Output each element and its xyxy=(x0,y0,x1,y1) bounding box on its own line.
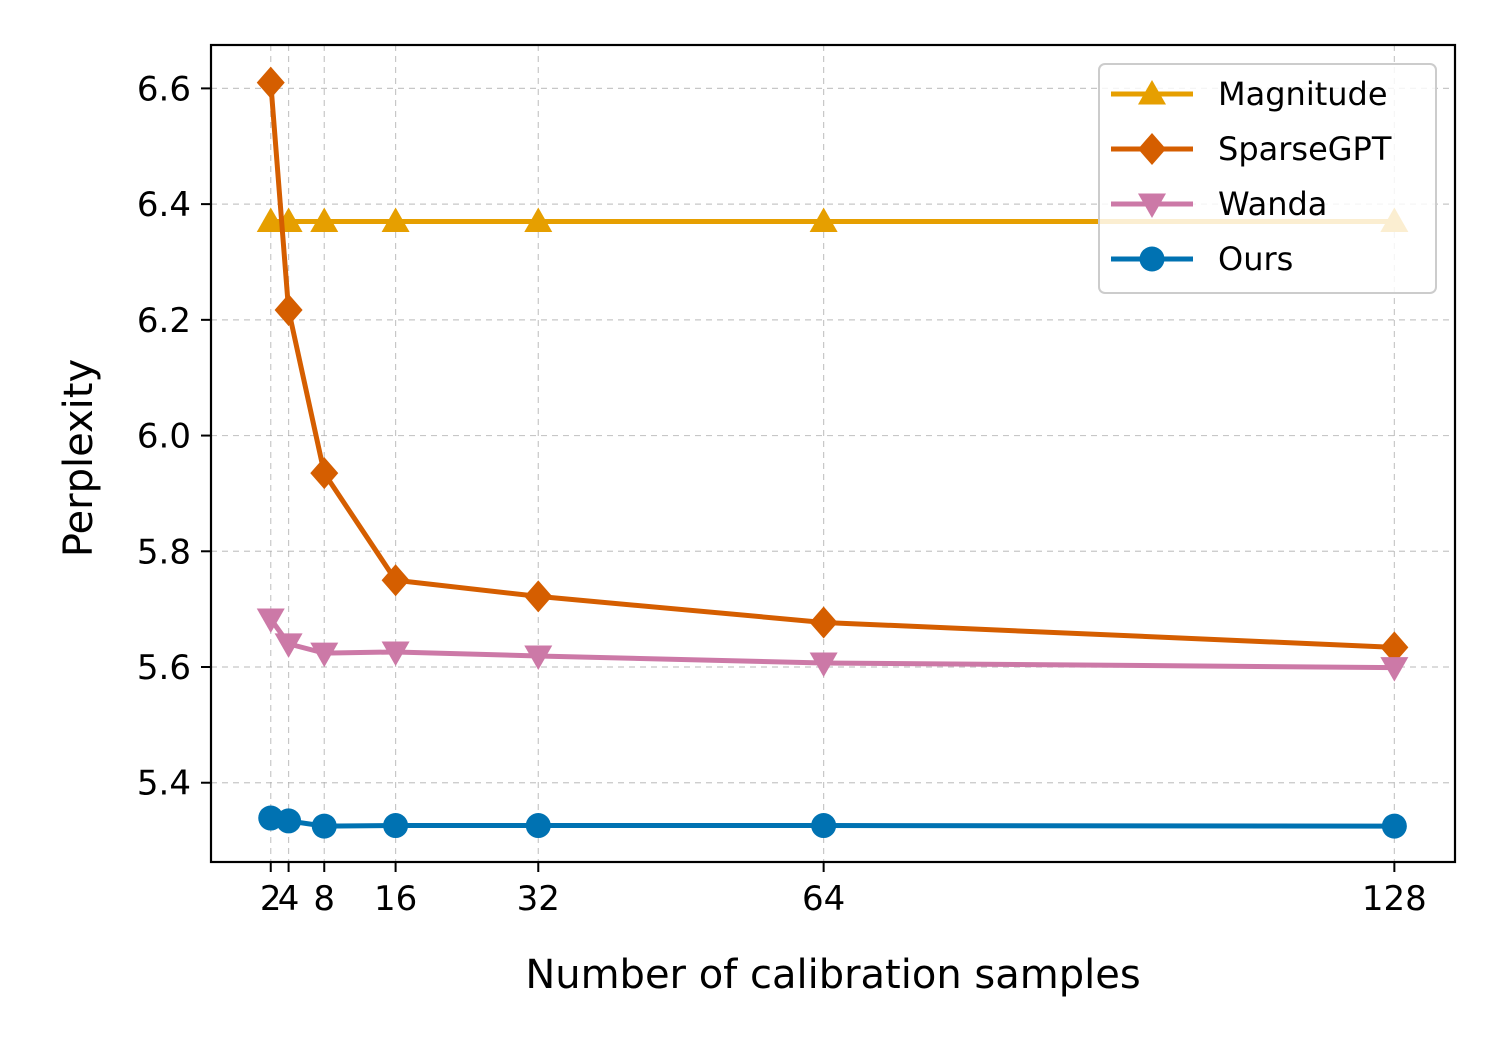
legend: Magnitude SparseGPT Wanda Ours xyxy=(1098,63,1437,294)
ours-point xyxy=(525,813,551,839)
sparsegpt-point xyxy=(809,606,838,639)
x-axis-label: Number of calibration samples xyxy=(525,952,1140,998)
wanda-point xyxy=(310,642,339,668)
x-tick-label: 32 xyxy=(517,879,560,919)
series-layer xyxy=(256,66,1409,839)
magnitude-point xyxy=(310,207,339,232)
plot-frame xyxy=(209,43,1457,864)
legend-label: SparseGPT xyxy=(1218,130,1392,168)
magnitude-point xyxy=(809,207,838,232)
y-tick-label: 5.8 xyxy=(137,532,191,572)
sparsegpt-point xyxy=(274,294,303,327)
legend-item-ours: Ours xyxy=(1111,240,1293,278)
wanda-point xyxy=(274,633,303,658)
x-tick-label: 2 xyxy=(260,879,282,919)
legend-label: Magnitude xyxy=(1218,75,1388,113)
legend-item-wanda: Wanda xyxy=(1111,185,1327,223)
ours-point xyxy=(811,813,837,839)
wanda-point xyxy=(381,641,410,666)
sparsegpt-point xyxy=(310,457,339,490)
legend-box xyxy=(1098,63,1437,294)
magnitude-point xyxy=(524,207,553,232)
ours-point xyxy=(276,808,302,834)
series-sparsegpt xyxy=(256,66,1409,664)
y-tick-label: 6.6 xyxy=(137,69,191,109)
y-axis-label: Perplexity xyxy=(56,359,102,557)
y-tick-label: 6.4 xyxy=(137,185,191,225)
sparsegpt-point xyxy=(1380,631,1409,664)
legend-swatch-marker xyxy=(1139,246,1165,272)
sparsegpt-point xyxy=(381,564,410,597)
ours-point xyxy=(383,813,409,839)
legend-label: Ours xyxy=(1218,240,1293,278)
x-tick-label: 4 xyxy=(278,879,300,919)
y-tick-label: 6.0 xyxy=(137,417,191,457)
legend-item-sparsegpt: SparseGPT xyxy=(1111,130,1392,168)
y-tick-label: 6.2 xyxy=(137,301,191,341)
legend-label: Wanda xyxy=(1218,185,1327,223)
series-ours xyxy=(258,805,1407,839)
x-tick-label: 8 xyxy=(313,879,335,919)
series-wanda xyxy=(256,608,1409,682)
magnitude-point xyxy=(381,207,410,232)
wanda-point xyxy=(524,645,553,671)
wanda-point xyxy=(256,608,285,633)
sparsegpt-point xyxy=(524,580,553,613)
ours-point xyxy=(311,813,337,839)
ours-point xyxy=(1381,813,1407,839)
legend-swatch-marker xyxy=(1138,193,1166,218)
legend-swatch-marker xyxy=(1138,80,1166,105)
y-tick-label: 5.4 xyxy=(137,764,191,804)
magnitude-point xyxy=(256,207,285,232)
ticks: 24 8 16 32 64 128 5.4 5.6 5.8 6.0 6.2 6.4 6.6 xyxy=(137,69,1427,919)
legend-item-magnitude: Magnitude xyxy=(1111,75,1388,113)
y-tick-label: 5.6 xyxy=(137,648,191,688)
legend-swatch-marker xyxy=(1138,133,1166,165)
x-tick-label: 128 xyxy=(1362,879,1427,919)
wanda-point xyxy=(1380,657,1409,682)
wanda-point xyxy=(809,652,838,677)
sparsegpt-point xyxy=(256,66,285,99)
x-tick-label: 64 xyxy=(802,879,845,919)
x-tick-label: 16 xyxy=(374,879,417,919)
